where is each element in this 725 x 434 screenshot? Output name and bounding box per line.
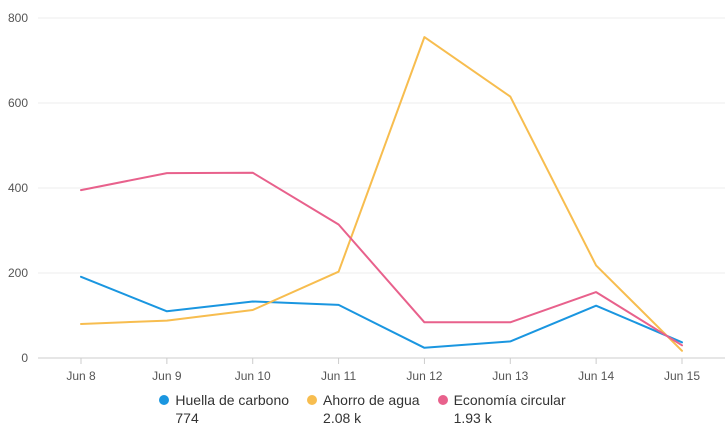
x-tick-label: Jun 15 xyxy=(664,369,700,383)
y-tick-label: 800 xyxy=(8,11,28,25)
y-axis: 0 200 400 600 800 xyxy=(8,11,28,365)
legend-label: Ahorro de agua xyxy=(323,392,420,408)
legend-label: Economía circular xyxy=(453,392,566,408)
legend-label: Huella de carbono xyxy=(175,392,290,408)
x-tick-label: Jun 9 xyxy=(152,369,182,383)
series-line-0[interactable] xyxy=(80,275,683,349)
legend-total: 1.93 k xyxy=(453,410,492,426)
legend-dot-icon xyxy=(307,395,318,405)
gridlines xyxy=(38,17,725,359)
series-line-1[interactable] xyxy=(80,36,683,352)
x-tick-label: Jun 8 xyxy=(66,369,96,383)
legend-dot-icon xyxy=(437,395,448,405)
x-tick-label: Jun 14 xyxy=(578,369,614,383)
legend-item-economia-circular[interactable]: Economía circular 1.93 k xyxy=(437,392,566,432)
legend-item-ahorro-de-agua[interactable]: Ahorro de agua 2.08 k xyxy=(307,392,420,432)
y-tick-label: 600 xyxy=(8,96,28,110)
x-tick-label: Jun 10 xyxy=(235,369,271,383)
x-tick-label: Jun 13 xyxy=(492,369,528,383)
legend: Huella de carbono 774 Ahorro de agua 2.0… xyxy=(0,392,725,432)
legend-item-huella-de-carbono[interactable]: Huella de carbono 774 xyxy=(159,392,289,432)
series-line-2[interactable] xyxy=(80,171,683,347)
y-tick-label: 200 xyxy=(8,266,28,280)
x-tick-label: Jun 12 xyxy=(406,369,442,383)
y-tick-label: 400 xyxy=(8,181,28,195)
legend-total: 774 xyxy=(175,410,199,426)
series-lines xyxy=(80,36,683,352)
legend-total: 2.08 k xyxy=(323,410,362,426)
x-axis: Jun 8 Jun 9 Jun 10 Jun 11 Jun 12 Jun 13 Jun 14… xyxy=(66,358,700,383)
legend-dot-icon xyxy=(159,395,170,405)
x-tick-label: Jun 11 xyxy=(321,369,356,383)
y-tick-label: 0 xyxy=(21,351,28,365)
